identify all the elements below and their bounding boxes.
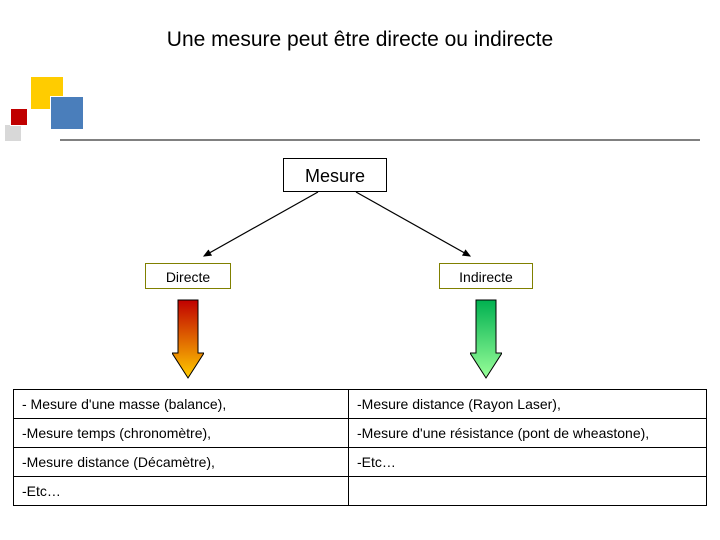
slide-title: Une mesure peut être directe ou indirect… <box>0 28 720 52</box>
deco-square <box>4 124 22 142</box>
title-underline <box>60 139 700 141</box>
example-indirecte: -Mesure d'une résistance (pont de wheast… <box>349 419 707 448</box>
deco-square <box>50 96 84 130</box>
table-row: -Mesure temps (chronomètre),-Mesure d'un… <box>14 419 707 448</box>
deco-square <box>10 108 28 126</box>
node-label: Indirecte <box>459 269 513 285</box>
example-indirecte: -Mesure distance (Rayon Laser), <box>349 390 707 419</box>
example-directe: -Mesure temps (chronomètre), <box>14 419 349 448</box>
table-row: -Etc… <box>14 477 707 506</box>
example-indirecte: -Etc… <box>349 448 707 477</box>
arrow-indirecte <box>470 298 502 380</box>
table-row: - Mesure d'une masse (balance),-Mesure d… <box>14 390 707 419</box>
examples-table: - Mesure d'une masse (balance),-Mesure d… <box>13 389 707 506</box>
example-indirecte <box>349 477 707 506</box>
node-label: Mesure <box>305 166 365 186</box>
table-row: -Mesure distance (Décamètre),-Etc… <box>14 448 707 477</box>
node-label: Directe <box>166 269 210 285</box>
node-indirecte: Indirecte <box>439 263 533 289</box>
example-directe: - Mesure d'une masse (balance), <box>14 390 349 419</box>
arrow-directe <box>172 298 204 380</box>
node-directe: Directe <box>145 263 231 289</box>
corner-decoration <box>4 62 104 147</box>
node-mesure: Mesure <box>283 158 387 192</box>
example-directe: -Mesure distance (Décamètre), <box>14 448 349 477</box>
example-directe: -Etc… <box>14 477 349 506</box>
